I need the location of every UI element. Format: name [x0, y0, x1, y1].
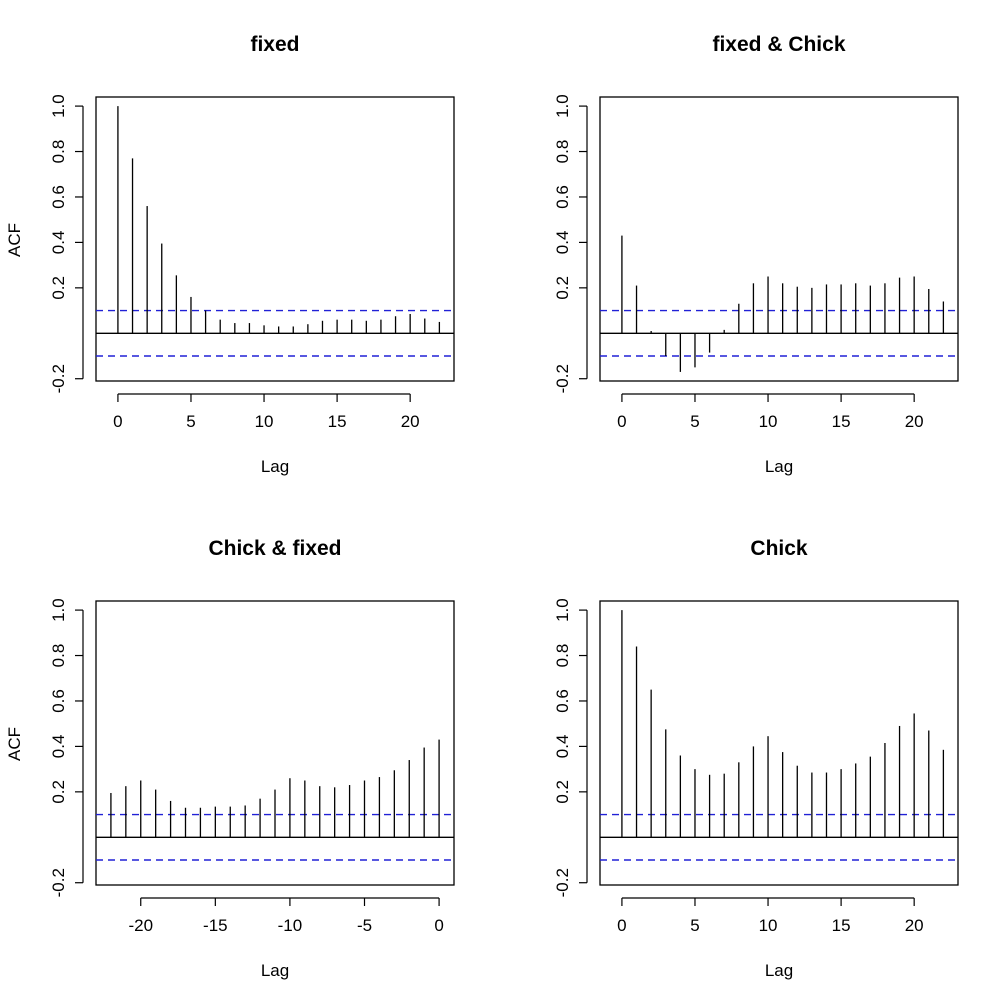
panel-title: Chick — [750, 537, 808, 560]
y-tick-label: 0.6 — [553, 689, 572, 713]
y-tick-label: 1.0 — [553, 94, 572, 118]
x-tick-label: 0 — [434, 916, 443, 935]
acf-panel-3: Chick & fixed -20 -15 -10 -5 0 -0.2 0.2 0.4 0.6 0.… — [5, 537, 455, 980]
y-tick-label: 0.6 — [49, 185, 68, 209]
x-tick-label: 0 — [617, 916, 626, 935]
plot-frame — [95, 600, 455, 886]
y-tick-label: 0.8 — [49, 140, 68, 164]
plot-frame — [599, 600, 959, 886]
x-tick-label: 10 — [255, 412, 274, 431]
x-tick-label: 5 — [690, 916, 699, 935]
y-tick-label: 0.2 — [49, 276, 68, 300]
y-tick-label: 0.6 — [553, 185, 572, 209]
y-tick-label: -0.2 — [553, 364, 572, 393]
y-tick-label: 1.0 — [553, 598, 572, 622]
x-tick-label: 20 — [905, 412, 924, 431]
x-tick-label: 15 — [832, 916, 851, 935]
y-tick-label: 0.6 — [49, 689, 68, 713]
y-tick-label: -0.2 — [553, 868, 572, 897]
y-tick-label: 0.4 — [553, 231, 572, 255]
x-tick-label: 10 — [759, 916, 778, 935]
x-tick-label: 15 — [328, 412, 347, 431]
plot-frame — [95, 96, 455, 382]
y-tick-label: 0.2 — [553, 780, 572, 804]
panel-title: Chick & fixed — [208, 537, 341, 560]
x-tick-label: -5 — [357, 916, 372, 935]
x-tick-label: 20 — [905, 916, 924, 935]
acf-panel-4: Chick 0 5 10 15 20 -0.2 0.2 0.4 0.6 0.8 1.0 Lag — [553, 537, 959, 980]
x-tick-label: 0 — [617, 412, 626, 431]
x-tick-label: 20 — [401, 412, 420, 431]
y-tick-label: 0.4 — [49, 735, 68, 759]
x-tick-label: 15 — [832, 412, 851, 431]
x-axis-title: Lag — [261, 961, 289, 980]
x-axis-title: Lag — [765, 457, 793, 476]
x-tick-label: 5 — [690, 412, 699, 431]
y-tick-label: 0.4 — [49, 231, 68, 255]
x-tick-label: -20 — [128, 916, 153, 935]
y-tick-label: 0.2 — [49, 780, 68, 804]
x-axis-title: Lag — [765, 961, 793, 980]
x-tick-label: 10 — [759, 412, 778, 431]
y-tick-label: 1.0 — [49, 598, 68, 622]
acf-panel-2: fixed & Chick 0 5 10 15 20 -0.2 0.2 0.4 0.6 0.8 1.0… — [553, 33, 959, 476]
acf-panel-1: fixed 0 5 10 15 20 -0.2 0.2 0.4 0.6 0.8 1.0 Lag ACF — [5, 33, 455, 476]
y-tick-label: 0.8 — [553, 140, 572, 164]
x-tick-label: 0 — [113, 412, 122, 431]
plot-frame — [599, 96, 959, 382]
x-tick-label: -15 — [203, 916, 228, 935]
y-tick-label: 0.8 — [553, 644, 572, 668]
y-tick-label: -0.2 — [49, 364, 68, 393]
panel-title: fixed & Chick — [712, 33, 845, 56]
x-tick-label: 5 — [186, 412, 195, 431]
y-axis-title: ACF — [5, 727, 24, 761]
x-tick-label: -10 — [278, 916, 303, 935]
x-axis-title: Lag — [261, 457, 289, 476]
y-axis-title: ACF — [5, 223, 24, 257]
y-tick-label: 0.2 — [553, 276, 572, 300]
y-tick-label: 1.0 — [49, 94, 68, 118]
y-tick-label: -0.2 — [49, 868, 68, 897]
y-tick-label: 0.4 — [553, 735, 572, 759]
y-tick-label: 0.8 — [49, 644, 68, 668]
panel-title: fixed — [250, 33, 299, 56]
